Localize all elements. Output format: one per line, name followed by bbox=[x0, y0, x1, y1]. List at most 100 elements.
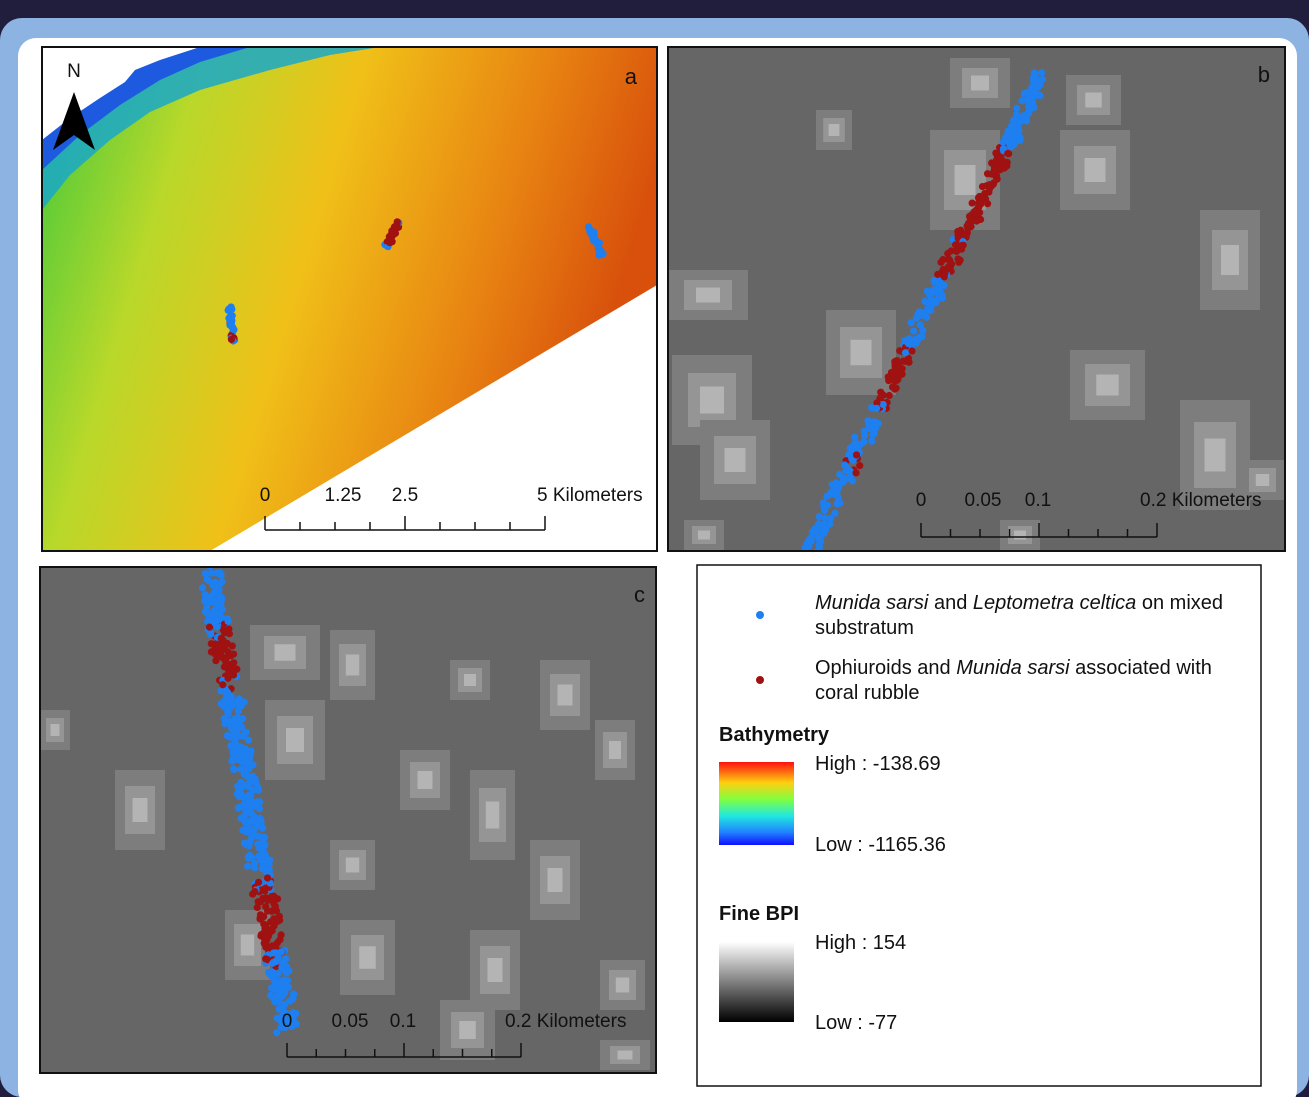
track-point bbox=[231, 744, 238, 751]
track-point bbox=[212, 620, 219, 627]
scale-label: 2.5 bbox=[392, 485, 418, 506]
track-point bbox=[852, 469, 859, 476]
track-point bbox=[809, 528, 816, 535]
legend-symbol bbox=[756, 611, 764, 619]
track-point bbox=[885, 377, 892, 384]
track-point bbox=[257, 914, 264, 921]
track-point bbox=[946, 257, 953, 264]
track-point bbox=[255, 879, 262, 886]
track-point bbox=[213, 569, 220, 576]
legend-text-part: and bbox=[928, 592, 972, 614]
bpi-patch bbox=[829, 124, 840, 136]
track-point bbox=[225, 625, 232, 632]
track-point bbox=[212, 585, 219, 592]
bpi-patch bbox=[698, 531, 710, 540]
track-point bbox=[224, 732, 231, 739]
track-point bbox=[923, 314, 930, 321]
track-point bbox=[827, 489, 834, 496]
track-point bbox=[257, 817, 264, 824]
track-point bbox=[938, 282, 945, 289]
bpi-patch bbox=[488, 958, 503, 982]
track-point bbox=[247, 791, 254, 798]
scale-label: 0.2 Kilometers bbox=[505, 1011, 626, 1032]
scale-label: 5 Kilometers bbox=[537, 485, 643, 506]
track-point bbox=[912, 336, 919, 343]
track-point bbox=[973, 217, 980, 224]
track-point bbox=[245, 783, 252, 790]
track-point bbox=[1000, 139, 1007, 146]
track-point bbox=[262, 903, 269, 910]
track-point bbox=[1004, 150, 1011, 157]
panel-b-map bbox=[668, 47, 1285, 556]
track-point bbox=[984, 170, 991, 177]
track-point bbox=[203, 576, 210, 583]
track-point bbox=[981, 192, 988, 199]
legend-label: High : 154 bbox=[815, 931, 906, 956]
track-point bbox=[851, 434, 858, 441]
legend-label: Low : -77 bbox=[815, 1011, 897, 1036]
track-point bbox=[208, 648, 215, 655]
bpi-patch bbox=[346, 655, 360, 676]
track-point bbox=[218, 700, 225, 707]
bpi-patch bbox=[133, 798, 148, 822]
track-point bbox=[937, 259, 944, 266]
track-point bbox=[864, 417, 871, 424]
scale-label: 0.1 bbox=[390, 1011, 416, 1032]
track-point bbox=[263, 860, 270, 867]
track-point bbox=[218, 654, 225, 661]
track-point bbox=[202, 607, 209, 614]
panel-c-map bbox=[40, 558, 656, 1073]
bpi-patch bbox=[1205, 439, 1226, 472]
track-point bbox=[831, 510, 838, 517]
track-point bbox=[932, 299, 939, 306]
track-point bbox=[261, 834, 268, 841]
track-point bbox=[930, 287, 937, 294]
figure: N a b c 01.252.55 Kilometers00.050.10.2 … bbox=[0, 0, 1309, 1097]
track-point bbox=[959, 230, 966, 237]
track-point bbox=[278, 948, 285, 955]
track-point bbox=[868, 438, 875, 445]
track-point bbox=[853, 451, 860, 458]
track-point bbox=[238, 815, 245, 822]
bpi-patch bbox=[346, 858, 360, 873]
bpi-patch bbox=[51, 724, 60, 736]
track-point bbox=[1020, 112, 1027, 119]
track-point bbox=[228, 306, 235, 313]
track-point bbox=[892, 364, 899, 371]
track-point bbox=[840, 474, 847, 481]
legend-item-text: Munida sarsi and Leptometra celtica on m… bbox=[815, 591, 1245, 641]
panel-label: a bbox=[625, 64, 638, 89]
track-point bbox=[806, 538, 813, 545]
track-point bbox=[281, 1001, 288, 1008]
track-point bbox=[861, 432, 868, 439]
track-point bbox=[816, 513, 823, 520]
track-point bbox=[880, 401, 887, 408]
track-point bbox=[271, 907, 278, 914]
track-point bbox=[910, 327, 917, 334]
track-point bbox=[913, 314, 920, 321]
bpi-patch bbox=[725, 448, 746, 472]
bpi-patch bbox=[1085, 158, 1106, 182]
track-point bbox=[276, 913, 283, 920]
track-point bbox=[899, 365, 906, 372]
track-point bbox=[229, 756, 236, 763]
figure-page: N a b c 01.252.55 Kilometers00.050.10.2 … bbox=[0, 0, 1309, 1097]
track-point bbox=[284, 983, 291, 990]
bpi-patch bbox=[616, 978, 630, 993]
scale-label: 0 bbox=[916, 490, 927, 511]
track-point bbox=[254, 832, 261, 839]
track-point bbox=[1031, 104, 1038, 111]
track-point bbox=[1013, 111, 1020, 118]
track-point bbox=[947, 247, 954, 254]
track-point bbox=[905, 340, 912, 347]
track-point bbox=[212, 657, 219, 664]
track-point bbox=[1038, 69, 1045, 76]
track-point bbox=[875, 420, 882, 427]
track-point bbox=[917, 321, 924, 328]
track-point bbox=[254, 904, 261, 911]
track-point bbox=[979, 183, 986, 190]
track-point bbox=[292, 1010, 299, 1017]
track-point bbox=[257, 932, 264, 939]
panel-label: c bbox=[634, 582, 645, 607]
track-point bbox=[228, 336, 235, 343]
